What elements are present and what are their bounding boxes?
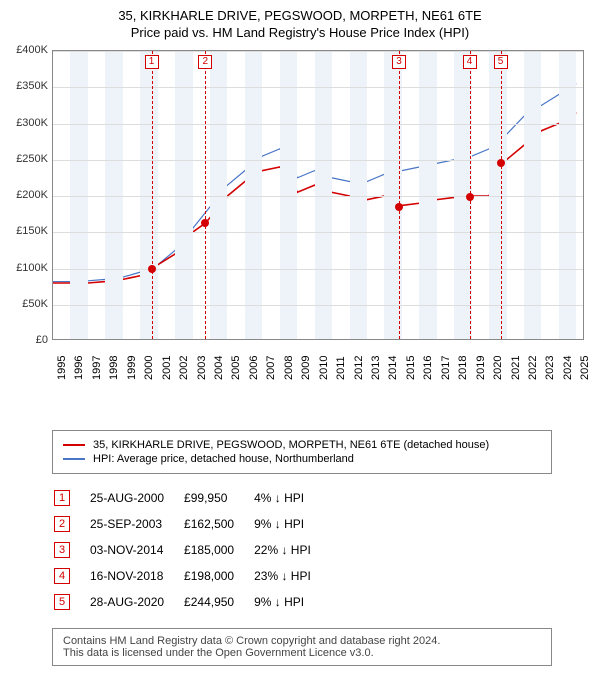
table-row: 4 16-NOV-2018£198,00023% ↓ HPI bbox=[54, 564, 329, 588]
y-axis-label: £150K bbox=[8, 225, 48, 237]
x-axis-label: 2010 bbox=[318, 356, 330, 380]
legend-swatch-blue bbox=[63, 458, 85, 460]
x-axis-label: 2019 bbox=[475, 356, 487, 380]
sale-index-box: 2 bbox=[54, 516, 70, 532]
sale-price: £244,950 bbox=[184, 590, 252, 614]
sale-dot-1 bbox=[148, 265, 156, 273]
y-axis-label: £100K bbox=[8, 262, 48, 274]
sale-delta: 4% ↓ HPI bbox=[254, 486, 329, 510]
sale-dot-3 bbox=[395, 203, 403, 211]
legend-label-blue: HPI: Average price, detached house, Nort… bbox=[93, 453, 354, 465]
x-axis-label: 2011 bbox=[335, 356, 347, 380]
footer-line1: Contains HM Land Registry data © Crown c… bbox=[63, 635, 541, 647]
sale-price: £99,950 bbox=[184, 486, 252, 510]
legend: 35, KIRKHARLE DRIVE, PEGSWOOD, MORPETH, … bbox=[52, 430, 552, 474]
sale-dot-5 bbox=[497, 159, 505, 167]
x-axis-label: 1997 bbox=[91, 356, 103, 380]
sale-index-box: 3 bbox=[54, 542, 70, 558]
x-axis-label: 2016 bbox=[422, 356, 434, 380]
x-axis-label: 2000 bbox=[143, 356, 155, 380]
y-axis-label: £300K bbox=[8, 117, 48, 129]
x-axis-label: 2021 bbox=[510, 356, 522, 380]
sale-date: 16-NOV-2018 bbox=[90, 564, 182, 588]
sale-price: £198,000 bbox=[184, 564, 252, 588]
chart-title-subtitle: Price paid vs. HM Land Registry's House … bbox=[8, 25, 592, 40]
sale-dot-2 bbox=[201, 219, 209, 227]
x-axis-label: 2014 bbox=[387, 356, 399, 380]
sale-index-box: 1 bbox=[54, 490, 70, 506]
sale-date: 25-AUG-2000 bbox=[90, 486, 182, 510]
plot-area: 1 2 3 4 5 bbox=[52, 50, 584, 340]
sale-delta: 9% ↓ HPI bbox=[254, 512, 329, 536]
x-axis-label: 2020 bbox=[492, 356, 504, 380]
y-axis-label: £0 bbox=[8, 334, 48, 346]
x-axis-label: 2009 bbox=[300, 356, 312, 380]
attribution-footer: Contains HM Land Registry data © Crown c… bbox=[52, 628, 552, 666]
legend-item-red: 35, KIRKHARLE DRIVE, PEGSWOOD, MORPETH, … bbox=[63, 439, 541, 451]
sale-delta: 23% ↓ HPI bbox=[254, 564, 329, 588]
sale-index-box: 4 bbox=[54, 568, 70, 584]
x-axis-label: 2013 bbox=[370, 356, 382, 380]
sale-date: 03-NOV-2014 bbox=[90, 538, 182, 562]
x-axis-label: 2002 bbox=[178, 356, 190, 380]
y-axis-label: £250K bbox=[8, 153, 48, 165]
legend-label-red: 35, KIRKHARLE DRIVE, PEGSWOOD, MORPETH, … bbox=[93, 439, 489, 451]
x-axis-label: 2024 bbox=[562, 356, 574, 380]
y-axis-label: £50K bbox=[8, 298, 48, 310]
sale-marker-3: 3 bbox=[392, 55, 406, 69]
x-axis-label: 2004 bbox=[213, 356, 225, 380]
sale-dot-4 bbox=[466, 193, 474, 201]
x-axis-label: 2006 bbox=[248, 356, 260, 380]
x-axis-label: 1999 bbox=[126, 356, 138, 380]
table-row: 2 25-SEP-2003£162,5009% ↓ HPI bbox=[54, 512, 329, 536]
sale-marker-5: 5 bbox=[494, 55, 508, 69]
y-axis-label: £200K bbox=[8, 189, 48, 201]
x-axis-label: 2018 bbox=[457, 356, 469, 380]
y-axis-label: £400K bbox=[8, 44, 48, 56]
table-row: 5 28-AUG-2020£244,9509% ↓ HPI bbox=[54, 590, 329, 614]
sale-marker-1: 1 bbox=[145, 55, 159, 69]
chart-title-address: 35, KIRKHARLE DRIVE, PEGSWOOD, MORPETH, … bbox=[8, 8, 592, 23]
y-axis-label: £350K bbox=[8, 80, 48, 92]
sale-marker-4: 4 bbox=[463, 55, 477, 69]
x-axis-label: 1996 bbox=[73, 356, 85, 380]
table-row: 1 25-AUG-2000£99,9504% ↓ HPI bbox=[54, 486, 329, 510]
x-axis-label: 2008 bbox=[283, 356, 295, 380]
x-axis-label: 2022 bbox=[527, 356, 539, 380]
sales-table: 125-AUG-2000£99,9504% ↓ HPI225-SEP-2003£… bbox=[52, 484, 331, 616]
sale-delta: 9% ↓ HPI bbox=[254, 590, 329, 614]
x-axis-label: 2015 bbox=[405, 356, 417, 380]
legend-item-blue: HPI: Average price, detached house, Nort… bbox=[63, 453, 541, 465]
sale-delta: 22% ↓ HPI bbox=[254, 538, 329, 562]
sale-price: £162,500 bbox=[184, 512, 252, 536]
x-axis-label: 1995 bbox=[56, 356, 68, 380]
chart-area: £0 £50K £100K £150K £200K £250K £300K £350K £400… bbox=[8, 46, 592, 386]
x-axis-label: 2012 bbox=[353, 356, 365, 380]
sale-marker-2: 2 bbox=[198, 55, 212, 69]
sale-price: £185,000 bbox=[184, 538, 252, 562]
x-axis-label: 1998 bbox=[108, 356, 120, 380]
x-axis-label: 2001 bbox=[161, 356, 173, 380]
sale-date: 25-SEP-2003 bbox=[90, 512, 182, 536]
x-axis-label: 2007 bbox=[265, 356, 277, 380]
x-axis-label: 2025 bbox=[579, 356, 591, 380]
x-axis-label: 2005 bbox=[230, 356, 242, 380]
legend-swatch-red bbox=[63, 444, 85, 446]
x-axis-label: 2003 bbox=[196, 356, 208, 380]
table-row: 3 03-NOV-2014£185,00022% ↓ HPI bbox=[54, 538, 329, 562]
sale-index-box: 5 bbox=[54, 594, 70, 610]
footer-line2: This data is licensed under the Open Gov… bbox=[63, 647, 541, 659]
x-axis-label: 2023 bbox=[544, 356, 556, 380]
x-axis-label: 2017 bbox=[440, 356, 452, 380]
sale-date: 28-AUG-2020 bbox=[90, 590, 182, 614]
